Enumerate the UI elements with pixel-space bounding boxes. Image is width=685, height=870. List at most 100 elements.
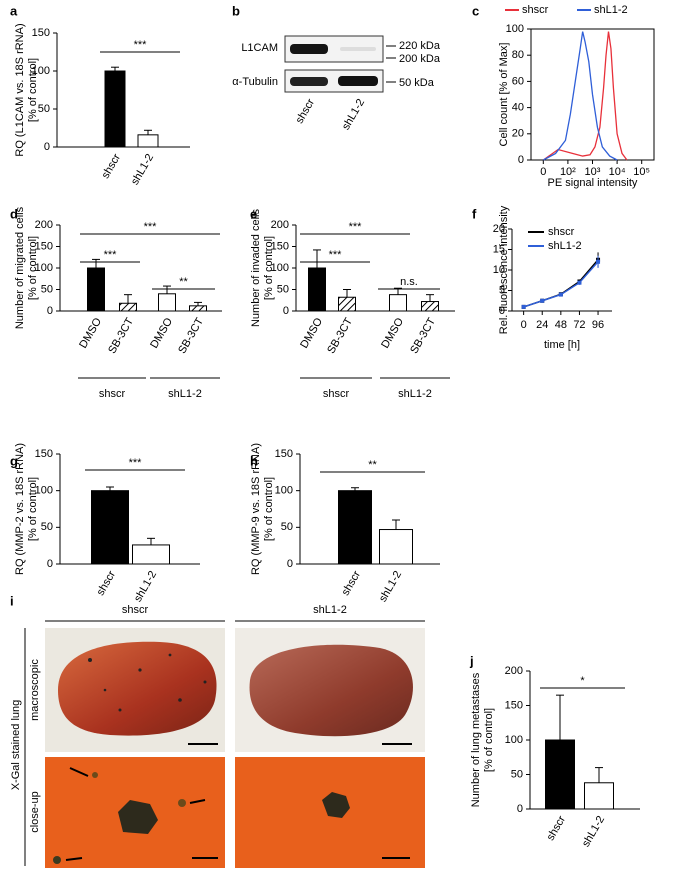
lane-label: shL1-2 [340, 97, 367, 132]
y-tick-label: 50 [277, 283, 289, 295]
bar [189, 305, 207, 312]
significance-label: n.s. [400, 276, 418, 288]
y-tick-label: 0 [499, 305, 505, 317]
x-tick-label: DMSO [379, 316, 406, 351]
marker [521, 304, 526, 309]
legend-label: shscr [522, 4, 549, 16]
y-tick-label: 200 [271, 219, 289, 231]
x-tick-label: SB-3CT [176, 316, 206, 356]
y-tick-label: 100 [32, 65, 50, 77]
significance-label: ** [179, 276, 188, 288]
lung [58, 641, 217, 736]
bar [421, 301, 439, 312]
y-tick-label: 0 [47, 305, 53, 317]
y-tick-label: 100 [275, 485, 293, 497]
y-tick-label: 15 [493, 243, 505, 255]
y-tick-label: 100 [35, 262, 53, 274]
y-tick-label: 50 [511, 768, 523, 780]
bar [137, 134, 159, 148]
bar [87, 267, 105, 312]
x-tick-label: 24 [536, 319, 548, 331]
panel-letter: c [472, 3, 479, 18]
x-tick-label: 96 [592, 319, 604, 331]
marker-label: 220 kDa [399, 40, 441, 52]
y-axis-label: Number of invaded cells [250, 209, 262, 328]
y-axis-label: Number of migrated cells [14, 206, 26, 329]
blot-band [338, 76, 378, 86]
x-tick-label: DMSO [77, 316, 104, 351]
y-tick-label: 100 [505, 734, 523, 746]
significance-label: *** [134, 39, 148, 51]
bar [379, 529, 413, 565]
y-tick-label: 0 [283, 305, 289, 317]
x-tick-label: shL1-2 [129, 152, 156, 187]
y-tick-label: 80 [512, 49, 524, 61]
bar [338, 296, 356, 312]
x-tick-label: shscr [100, 152, 124, 181]
y-axis-label: [% of control] [263, 477, 275, 541]
x-tick-label: shscr [340, 569, 364, 598]
panel-letter: i [10, 593, 14, 608]
y-tick-label: 20 [512, 128, 524, 140]
series-line [523, 261, 599, 308]
group-label: shscr [323, 388, 350, 400]
bar [389, 294, 407, 312]
band-label: L1CAM [241, 42, 278, 54]
y-tick-label: 0 [287, 558, 293, 570]
row-label: close-up [29, 791, 41, 833]
x-tick-label: 10² [560, 166, 576, 178]
y-axis-label: [% of control] [27, 58, 39, 122]
blot-band-panel [284, 69, 384, 93]
group-label: shL1-2 [398, 388, 432, 400]
blot-band [290, 77, 328, 86]
panel-letter: j [469, 653, 474, 668]
y-tick-label: 50 [41, 521, 53, 533]
y-tick-label: 50 [41, 283, 53, 295]
panel-letter: b [232, 3, 240, 18]
y-axis-label: [% of control] [27, 236, 39, 300]
group-label: shscr [99, 388, 126, 400]
y-tick-label: 150 [32, 27, 50, 39]
y-axis-label: [% of control] [27, 477, 39, 541]
bar [91, 490, 129, 565]
legend-label: shL1-2 [594, 4, 628, 16]
series-line [542, 31, 618, 161]
y-axis-label: RQ (L1CAM vs. 18S rRNA) [14, 23, 26, 156]
y-tick-label: 40 [512, 102, 524, 114]
y-tick-label: 150 [35, 448, 53, 460]
y-tick-label: 0 [44, 141, 50, 153]
lung [249, 644, 413, 737]
x-tick-label: 72 [573, 319, 585, 331]
panel-letter: d [10, 206, 18, 221]
x-tick-label: 10³ [585, 166, 601, 178]
y-axis-label: Number of lung metastases [470, 672, 482, 807]
legend-label: shL1-2 [548, 240, 582, 252]
bar [119, 302, 137, 312]
y-axis-label: Cell count [% of Max] [498, 43, 510, 147]
significance-label: * [580, 675, 585, 687]
column-label: shL1-2 [313, 604, 347, 616]
bar [584, 782, 614, 810]
significance-label: *** [144, 221, 158, 233]
y-tick-label: 100 [271, 262, 289, 274]
y-tick-label: 100 [506, 23, 524, 35]
y-tick-label: 20 [493, 223, 505, 235]
bar [308, 267, 326, 312]
x-tick-label: 48 [555, 319, 567, 331]
x-tick-label: SB-3CT [106, 316, 136, 356]
photo-panel: i shscr shL1-2 X-Gal stained lung macros… [10, 593, 425, 868]
x-tick-label: 0 [521, 319, 527, 331]
x-tick-label: shL1-2 [580, 814, 607, 849]
x-tick-label: shscr [545, 814, 569, 843]
marker [540, 298, 545, 303]
y-tick-label: 50 [38, 103, 50, 115]
y-tick-label: 0 [517, 803, 523, 815]
marker-label: 200 kDa [399, 53, 441, 65]
y-tick-label: 50 [281, 521, 293, 533]
panel-letter: g [10, 453, 18, 468]
significance-label: *** [329, 249, 343, 261]
series-line [523, 259, 599, 308]
bar [158, 293, 176, 312]
x-tick-label: DMSO [148, 316, 175, 351]
